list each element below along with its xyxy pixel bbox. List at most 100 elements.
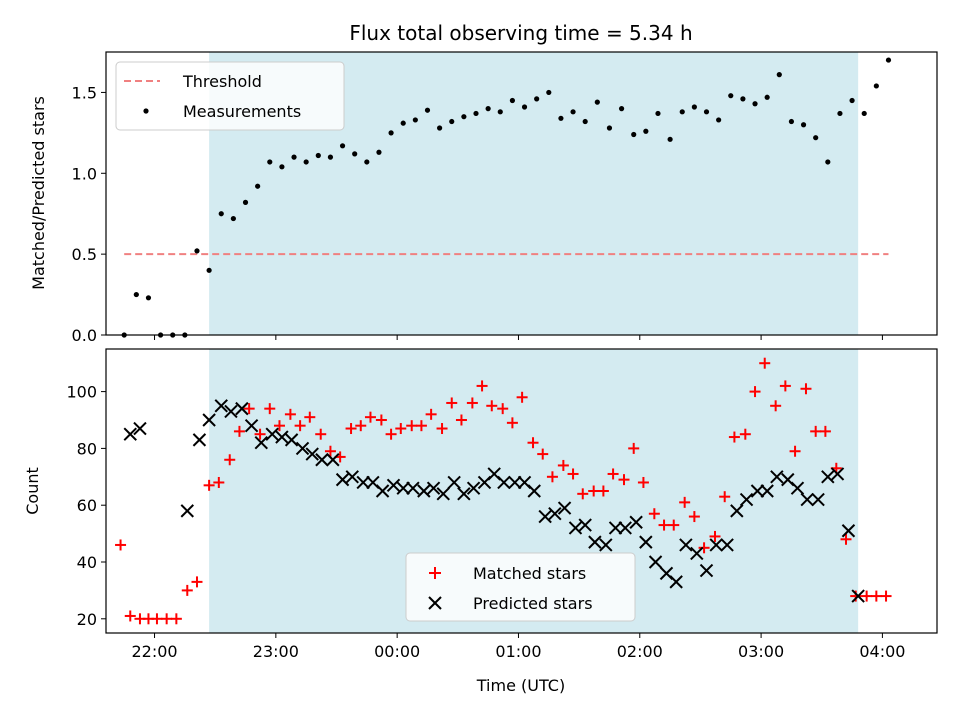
- matched-star-point: [506, 417, 518, 429]
- measurement-point: [534, 96, 540, 102]
- measurement-point: [521, 104, 528, 110]
- matched-star-point: [395, 423, 407, 435]
- matched-star-point: [759, 357, 771, 369]
- measurement-point: [570, 109, 576, 115]
- measurement-point: [667, 136, 673, 142]
- matched-star-point: [779, 380, 791, 392]
- legend-measurements-swatch: [143, 108, 149, 114]
- top-plot-frame: [105, 51, 938, 336]
- legend-predicted-label: Predicted stars: [473, 594, 593, 613]
- matched-star-point: [628, 442, 640, 454]
- measurement-point: [582, 118, 588, 125]
- predicted-star-point: [436, 487, 450, 501]
- measurement-point: [364, 159, 370, 165]
- predicted-star-point: [811, 492, 825, 507]
- matched-star-point: [709, 530, 721, 542]
- predicted-star-point: [315, 453, 329, 467]
- matched-star-point: [607, 468, 619, 480]
- matched-star-point: [497, 403, 509, 415]
- matched-star-point: [789, 445, 801, 457]
- matched-star-point: [181, 584, 193, 596]
- matched-star-point: [406, 420, 418, 432]
- measurement-point: [218, 211, 224, 217]
- matched-star-point: [115, 539, 127, 551]
- matched-star-point: [770, 400, 782, 412]
- predicted-star-point: [426, 481, 441, 495]
- matched-star-point: [840, 533, 852, 545]
- measurement-point: [788, 118, 795, 125]
- bottom-x-axis: 22:00 23:00 00:00 01:00 02:00 03:00 04:00: [131, 633, 905, 661]
- predicted-star-point: [608, 521, 623, 535]
- measurement-point: [631, 131, 637, 138]
- matched-star-point: [355, 420, 367, 432]
- predicted-star-point: [739, 492, 754, 507]
- predicted-star-point: [235, 401, 249, 416]
- predicted-star-point: [244, 418, 259, 433]
- predicted-stars-series: [123, 399, 865, 603]
- predicted-star-point: [192, 433, 207, 447]
- predicted-star-point: [275, 430, 289, 444]
- top-x-ticks: [154, 335, 883, 340]
- predicted-star-point: [648, 555, 663, 569]
- measurement-point: [388, 130, 394, 136]
- measurement-point: [861, 110, 867, 117]
- measurement-point: [400, 120, 406, 126]
- predicted-star-point: [599, 538, 613, 552]
- matched-star-point: [315, 428, 327, 440]
- predicted-star-point: [527, 484, 541, 498]
- predicted-star-point: [851, 589, 865, 603]
- matched-star-point: [233, 425, 245, 437]
- top-y-tick-label: 1.0: [72, 164, 97, 183]
- matched-star-point: [224, 454, 236, 466]
- measurement-point: [594, 99, 600, 105]
- bottom-y-tick-label: 100: [66, 383, 97, 402]
- measurement-point: [485, 106, 491, 112]
- matched-star-point: [375, 414, 387, 426]
- predicted-star-point: [497, 475, 511, 490]
- matched-star-point: [557, 459, 569, 471]
- matched-star-point: [455, 414, 467, 426]
- measurement-point: [279, 164, 285, 170]
- predicted-star-point: [830, 467, 845, 481]
- matched-star-point: [425, 408, 437, 420]
- measurement-point: [133, 291, 139, 298]
- bottom-y-axis-label: Count: [23, 467, 42, 515]
- measurement-point: [703, 109, 710, 115]
- matched-star-point: [567, 468, 579, 480]
- matched-star-point: [880, 590, 892, 602]
- predicted-star-point: [396, 481, 410, 495]
- predicted-star-point: [457, 487, 471, 501]
- top-y-axis-label: Matched/Predicted stars: [29, 96, 48, 290]
- bottom-x-tick-label: 03:00: [738, 642, 784, 661]
- matched-star-point: [668, 519, 680, 531]
- predicted-star-point: [841, 524, 856, 538]
- predicted-star-point: [548, 507, 562, 521]
- predicted-star-point: [578, 518, 592, 532]
- measurement-point: [813, 135, 819, 141]
- measurement-point: [606, 125, 613, 131]
- measurement-point: [546, 89, 552, 96]
- predicted-star-point: [568, 521, 583, 535]
- predicted-star-point: [202, 413, 216, 427]
- matched-star-point: [546, 471, 558, 483]
- predicted-star-point: [326, 453, 340, 467]
- bottom-y-tick-label: 60: [77, 496, 97, 515]
- matched-star-point: [151, 613, 163, 625]
- measurement-point: [764, 94, 770, 100]
- matched-star-point: [486, 400, 498, 412]
- measurement-point: [376, 149, 382, 155]
- measurement-point: [849, 97, 855, 104]
- matched-star-point: [861, 590, 873, 602]
- bottom-x-tick-label: 04:00: [859, 642, 905, 661]
- matched-star-point: [588, 485, 600, 497]
- x-axis-label: Time (UTC): [476, 676, 565, 695]
- chart-title: Flux total observing time = 5.34 h: [349, 21, 692, 45]
- legend-predicted-swatch: [428, 596, 442, 610]
- measurement-point: [885, 57, 892, 63]
- measurement-point: [315, 152, 321, 159]
- matched-star-point: [170, 613, 182, 625]
- predicted-star-point: [750, 484, 765, 498]
- measurement-point: [230, 215, 236, 222]
- bottom-legend: Matched stars Predicted stars: [405, 552, 636, 622]
